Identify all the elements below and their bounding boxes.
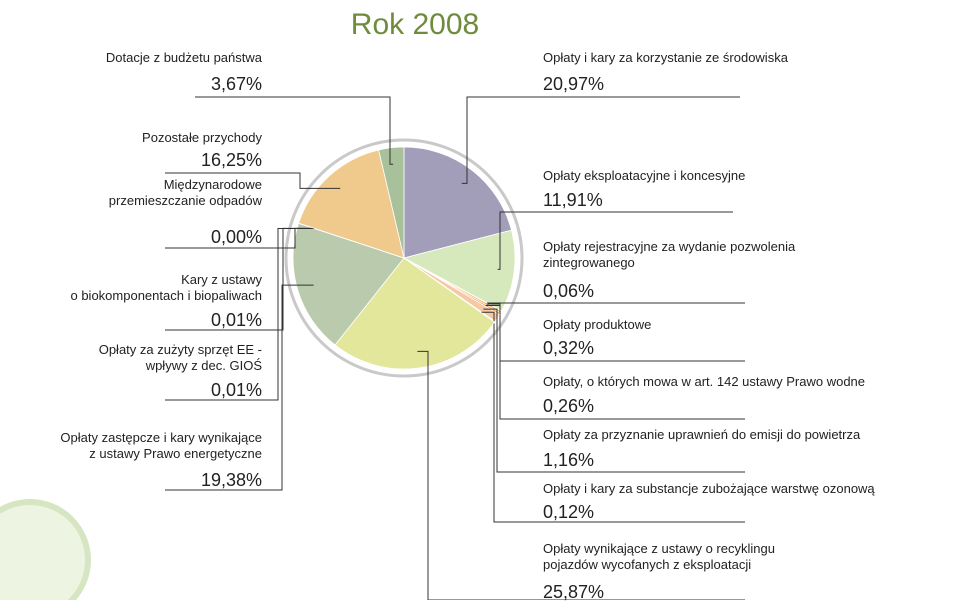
value-label: 0,32% (543, 338, 594, 358)
logo (0, 502, 88, 600)
slice-label: Opłaty za zużyty sprzęt EE - wpływy z de… (0, 342, 262, 374)
value-label: 19,38% (0, 470, 262, 490)
value-label: 0,01% (0, 310, 262, 330)
slice-label: Opłaty za przyznanie uprawnień do emisji… (543, 427, 860, 443)
slice-label: Opłaty, o których mowa w art. 142 ustawy… (543, 374, 865, 390)
value-label: 1,16% (543, 450, 594, 470)
slice-label: Opłaty zastępcze i kary wynikające z ust… (0, 430, 262, 462)
slice-label: Opłaty produktowe (543, 317, 651, 333)
slice-label: Pozostałe przychody (0, 130, 262, 146)
slice-label: Opłaty i kary za substancje zubożające w… (543, 481, 875, 497)
slice-label: Opłaty eksploatacyjne i koncesyjne (543, 168, 745, 184)
slice-label: Opłaty rejestracyjne za wydanie pozwolen… (543, 239, 795, 271)
slice-label: Kary z ustawy o biokomponentach i biopal… (0, 272, 262, 304)
value-label: 0,06% (543, 281, 594, 301)
slice-label: Międzynarodowe przemieszczanie odpadów (0, 177, 262, 209)
value-label: 3,67% (0, 74, 262, 94)
slice-label: Opłaty wynikające z ustawy o recyklingu … (543, 541, 775, 573)
value-label: 20,97% (543, 74, 604, 94)
value-label: 0,12% (543, 502, 594, 522)
value-label: 25,87% (543, 582, 604, 602)
value-label: 16,25% (0, 150, 262, 170)
leader-line (483, 309, 745, 472)
value-label: 0,01% (0, 380, 262, 400)
value-label: 0,00% (0, 227, 262, 247)
slice-label: Dotacje z budżetu państwa (0, 50, 262, 66)
value-label: 0,26% (543, 396, 594, 416)
value-label: 11,91% (543, 190, 603, 210)
slice-label: Opłaty i kary za korzystanie ze środowis… (543, 50, 788, 66)
chart-title: Rok 2008 (300, 8, 530, 42)
